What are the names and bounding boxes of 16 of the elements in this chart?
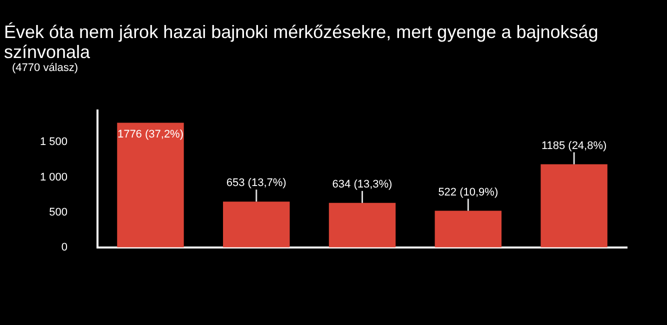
bar (117, 122, 184, 248)
chart-title: Évek óta nem járok hazai bajnoki mérkőzésekre, mert gyenge a bajnokság színvonala (3, 21, 600, 62)
bar (223, 202, 290, 248)
data-label: 1776 (37,2%) (117, 128, 184, 140)
y-tick-label: 1 000 (40, 171, 68, 184)
bar (328, 202, 396, 248)
chart-subtitle: (4770 válasz) (11, 62, 80, 74)
bar (434, 210, 502, 248)
data-label: 634 (13,3%) (332, 178, 392, 190)
y-tick-label: 1 500 (40, 136, 68, 148)
y-tick-label: 500 (49, 206, 68, 218)
data-label: 522 (10,9%) (438, 186, 498, 198)
data-label: 1185 (24,8%) (541, 140, 607, 152)
y-tick-label: 0 (61, 241, 68, 254)
data-label: 653 (13,7%) (226, 177, 286, 190)
bar (540, 164, 608, 248)
